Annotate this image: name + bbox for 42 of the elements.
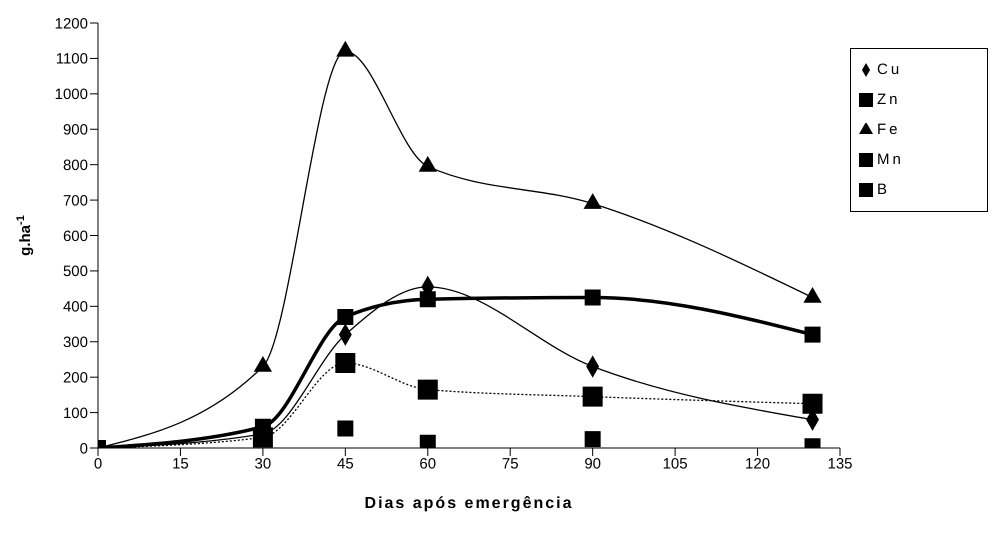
- x-tick-label: 75: [502, 456, 519, 473]
- point: [582, 386, 603, 407]
- x-tick-label: 90: [584, 456, 602, 473]
- point: [584, 193, 602, 209]
- x-tick-label: 0: [94, 456, 102, 473]
- point: [337, 420, 354, 437]
- legend-label: B: [877, 181, 890, 198]
- point: [337, 308, 354, 325]
- y-tick-label: 400: [62, 298, 88, 316]
- legend-label: Cu: [877, 61, 902, 78]
- point: [804, 326, 821, 343]
- x-tick-label: 105: [662, 456, 688, 473]
- y-tick-label: 700: [62, 192, 88, 210]
- y-tick-label: 300: [62, 334, 88, 352]
- point: [584, 289, 601, 306]
- y-tick-label: 800: [62, 156, 88, 174]
- point: [584, 431, 601, 448]
- y-tick-label: 1100: [56, 50, 88, 68]
- y-tick-label: 500: [62, 263, 88, 280]
- y-tick-label: 100: [62, 404, 88, 422]
- x-tick-label: 120: [745, 456, 770, 473]
- point: [335, 353, 356, 373]
- point: [336, 40, 354, 57]
- point: [418, 156, 437, 172]
- point: [802, 394, 823, 414]
- legend-label: Zn: [877, 91, 901, 108]
- x-tick-label: 15: [172, 456, 189, 473]
- y-tick-label: 200: [62, 369, 88, 386]
- x-tick-label: 30: [254, 456, 272, 473]
- x-tick-label: 135: [827, 456, 853, 473]
- x-tick-label: 60: [419, 456, 436, 473]
- y-tick-label: 600: [62, 228, 88, 245]
- x-axis-title: Dias após emergência: [364, 495, 574, 512]
- point: [420, 291, 436, 308]
- legend-label: Mn: [877, 151, 904, 168]
- y-tick-label: 0: [80, 440, 88, 458]
- y-tick-label: 1200: [54, 15, 88, 32]
- x-tick-label: 45: [336, 456, 354, 473]
- y-tick-label: 1000: [54, 86, 88, 104]
- point: [418, 380, 438, 400]
- legend-label: Fe: [877, 121, 901, 138]
- y-tick-label: 900: [62, 122, 88, 139]
